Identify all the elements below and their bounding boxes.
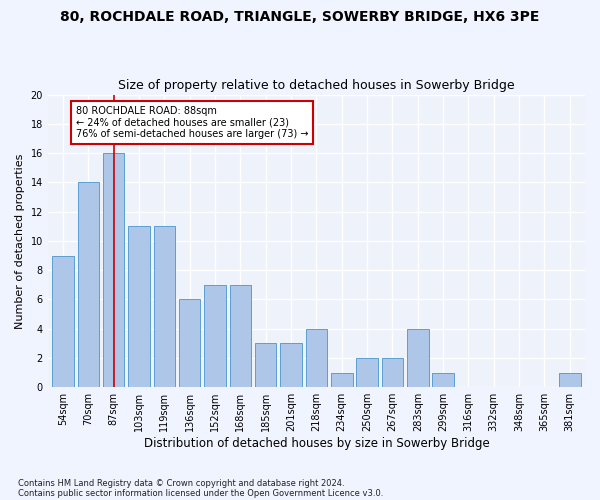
- Bar: [230, 285, 251, 387]
- Text: 80, ROCHDALE ROAD, TRIANGLE, SOWERBY BRIDGE, HX6 3PE: 80, ROCHDALE ROAD, TRIANGLE, SOWERBY BRI…: [61, 10, 539, 24]
- Bar: [52, 256, 74, 387]
- Bar: [154, 226, 175, 387]
- Y-axis label: Number of detached properties: Number of detached properties: [15, 153, 25, 328]
- Bar: [103, 153, 124, 387]
- Bar: [559, 372, 581, 387]
- X-axis label: Distribution of detached houses by size in Sowerby Bridge: Distribution of detached houses by size …: [143, 437, 489, 450]
- Bar: [128, 226, 150, 387]
- Bar: [255, 344, 277, 387]
- Bar: [280, 344, 302, 387]
- Bar: [305, 328, 327, 387]
- Title: Size of property relative to detached houses in Sowerby Bridge: Size of property relative to detached ho…: [118, 79, 515, 92]
- Text: 80 ROCHDALE ROAD: 88sqm
← 24% of detached houses are smaller (23)
76% of semi-de: 80 ROCHDALE ROAD: 88sqm ← 24% of detache…: [76, 106, 308, 140]
- Text: Contains public sector information licensed under the Open Government Licence v3: Contains public sector information licen…: [18, 488, 383, 498]
- Text: Contains HM Land Registry data © Crown copyright and database right 2024.: Contains HM Land Registry data © Crown c…: [18, 478, 344, 488]
- Bar: [433, 372, 454, 387]
- Bar: [407, 328, 428, 387]
- Bar: [77, 182, 99, 387]
- Bar: [204, 285, 226, 387]
- Bar: [179, 300, 200, 387]
- Bar: [331, 372, 353, 387]
- Bar: [356, 358, 378, 387]
- Bar: [382, 358, 403, 387]
